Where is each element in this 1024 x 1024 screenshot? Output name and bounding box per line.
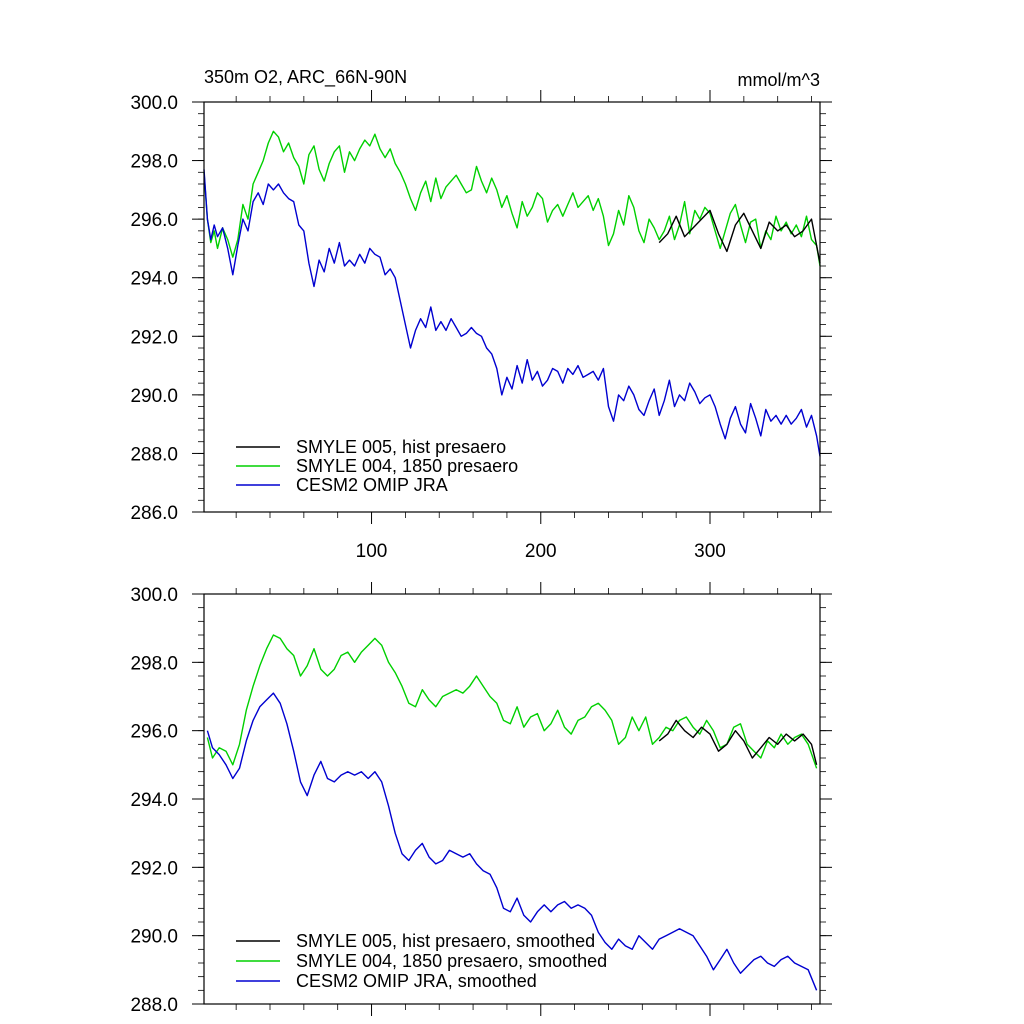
bottom-panel: 288.0 290.0 292.0 294.0 296.0 298.0 300.0 SMYL…	[130, 582, 832, 1016]
legend-label: SMYLE 004, 1850 presaero, smoothed	[296, 951, 607, 971]
y-tick-label: 292.0	[130, 327, 178, 348]
y-tick-label: 288.0	[130, 444, 178, 465]
legend-label: CESM2 OMIP JRA	[296, 475, 448, 495]
top-axes: 286.0 288.0 290.0 292.0 294.0 296.0 298.0 300.0…	[130, 90, 832, 562]
y-tick-label: 286.0	[130, 503, 178, 524]
y-tick-label: 300.0	[130, 93, 178, 114]
series-line	[658, 209, 821, 264]
bottom-axes: 288.0 290.0 292.0 294.0 296.0 298.0 300.0	[130, 582, 832, 1016]
y-tick-label: 290.0	[130, 927, 178, 948]
chart-title: 350m O2, ARC_66N-90N	[204, 67, 407, 88]
y-tick-label: 292.0	[130, 858, 178, 879]
legend-label: SMYLE 005, hist presaero	[296, 437, 506, 457]
top-panel: 350m O2, ARC_66N-90N mmol/m^3 286.0 288.0…	[130, 67, 832, 562]
series-line	[203, 130, 821, 267]
y-tick-label: 294.0	[130, 269, 178, 290]
x-tick-label: 200	[525, 541, 557, 562]
bottom-series-lines	[206, 634, 818, 991]
series-line	[203, 169, 821, 457]
legend-label: SMYLE 004, 1850 presaero	[296, 456, 518, 476]
y-tick-label: 296.0	[130, 210, 178, 231]
y-tick-label: 298.0	[130, 653, 178, 674]
legend-label: CESM2 OMIP JRA, smoothed	[296, 971, 537, 991]
x-tick-label: 100	[356, 541, 388, 562]
y-tick-label: 290.0	[130, 386, 178, 407]
bottom-plot-frame	[203, 593, 821, 1005]
y-tick-label: 294.0	[130, 790, 178, 811]
bottom-legend: SMYLE 005, hist presaero, smoothedSMYLE …	[236, 931, 607, 991]
x-tick-label: 300	[694, 541, 726, 562]
y-tick-label: 288.0	[130, 995, 178, 1016]
legend-label: SMYLE 005, hist presaero, smoothed	[296, 931, 595, 951]
series-line	[658, 719, 818, 765]
top-series-lines	[203, 130, 821, 457]
series-line	[206, 634, 818, 769]
units-label: mmol/m^3	[738, 70, 820, 90]
series-line	[206, 692, 818, 991]
top-plot-frame	[203, 101, 821, 513]
y-tick-label: 296.0	[130, 722, 178, 743]
y-tick-label: 298.0	[130, 152, 178, 173]
y-tick-label: 300.0	[130, 585, 178, 606]
